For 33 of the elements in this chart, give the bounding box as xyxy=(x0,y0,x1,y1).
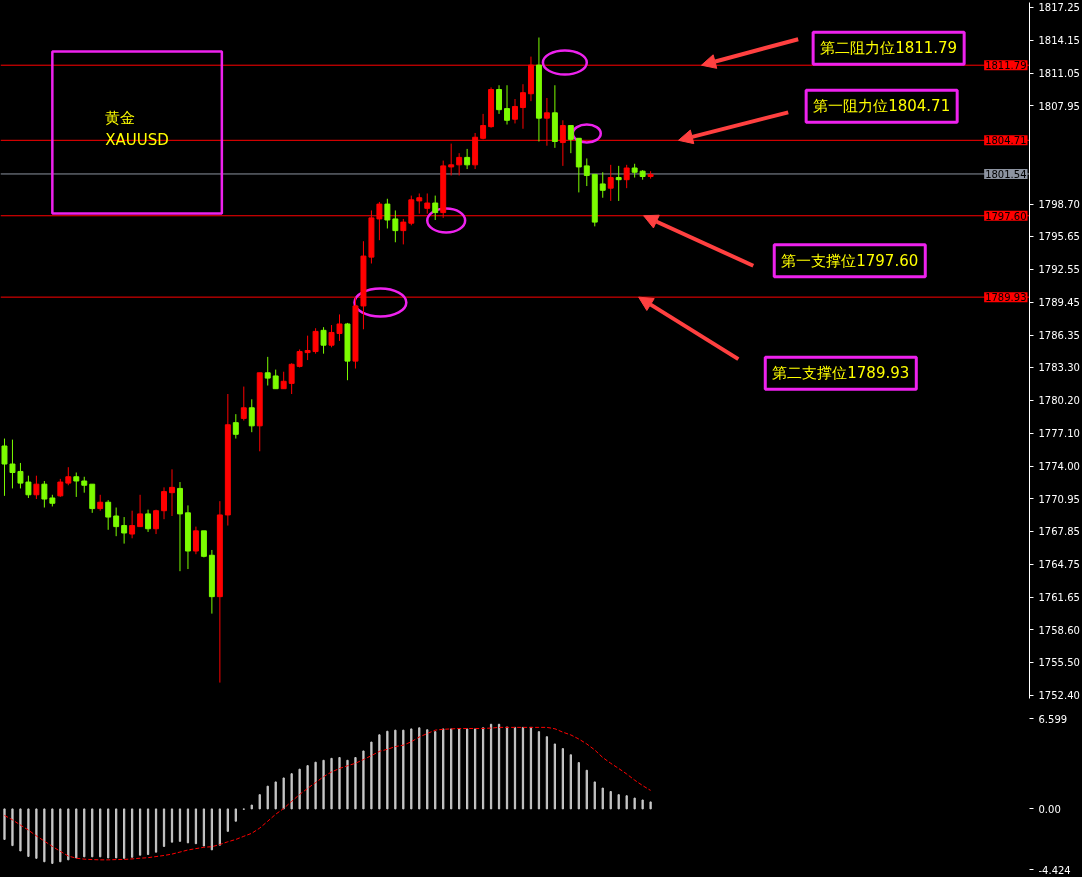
y-tick-label: 1761.65 xyxy=(1038,592,1080,604)
y-tick-label: 1792.55 xyxy=(1038,264,1080,276)
y-tick-label: -4.424 xyxy=(1038,864,1071,876)
ref-line-label: 1804.71 xyxy=(985,135,1027,147)
y-tick-label: 1758.60 xyxy=(1038,624,1080,636)
text: 黄金 xyxy=(105,108,136,127)
y-tick-label: 1786.35 xyxy=(1038,330,1080,342)
y-tick-label: 1814.15 xyxy=(1038,35,1080,47)
y-tick-label: 0.00 xyxy=(1038,803,1061,815)
ref-line-label: 1797.60 xyxy=(985,210,1027,222)
y-tick-label: 1783.30 xyxy=(1038,362,1080,374)
y-tick-label: 1817.25 xyxy=(1038,2,1080,14)
y-tick-label: 6.599 xyxy=(1038,713,1068,725)
y-tick-label: 1767.85 xyxy=(1038,526,1080,538)
ref-line-label: 1789.93 xyxy=(985,292,1027,304)
y-tick-label: 1752.40 xyxy=(1038,690,1080,702)
ref-line-label: 1801.54 xyxy=(985,168,1027,180)
y-tick-label: 1795.65 xyxy=(1038,231,1080,243)
y-tick-label: 1774.00 xyxy=(1038,461,1080,473)
y-tick-label: 1755.50 xyxy=(1038,657,1080,669)
y-tick-label: 1811.05 xyxy=(1038,68,1080,80)
annotation: 第一支撑位1797.60 xyxy=(781,251,919,270)
y-tick-label: 1798.70 xyxy=(1038,199,1080,211)
y-tick-label: 1764.75 xyxy=(1038,559,1080,571)
y-tick-label: 1789.45 xyxy=(1038,297,1080,309)
y-tick-label: 1770.95 xyxy=(1038,493,1080,505)
annotation: 第二支撑位1789.93 xyxy=(772,364,910,383)
annotation: 第一阻力位1804.71 xyxy=(813,97,951,116)
annotation: 第二阻力位1811.79 xyxy=(820,39,958,58)
ref-line-label: 1811.79 xyxy=(985,60,1027,72)
y-tick-label: 1780.20 xyxy=(1038,395,1080,407)
y-tick-label: 1777.10 xyxy=(1038,428,1080,440)
y-tick-label: 1807.95 xyxy=(1038,100,1080,112)
